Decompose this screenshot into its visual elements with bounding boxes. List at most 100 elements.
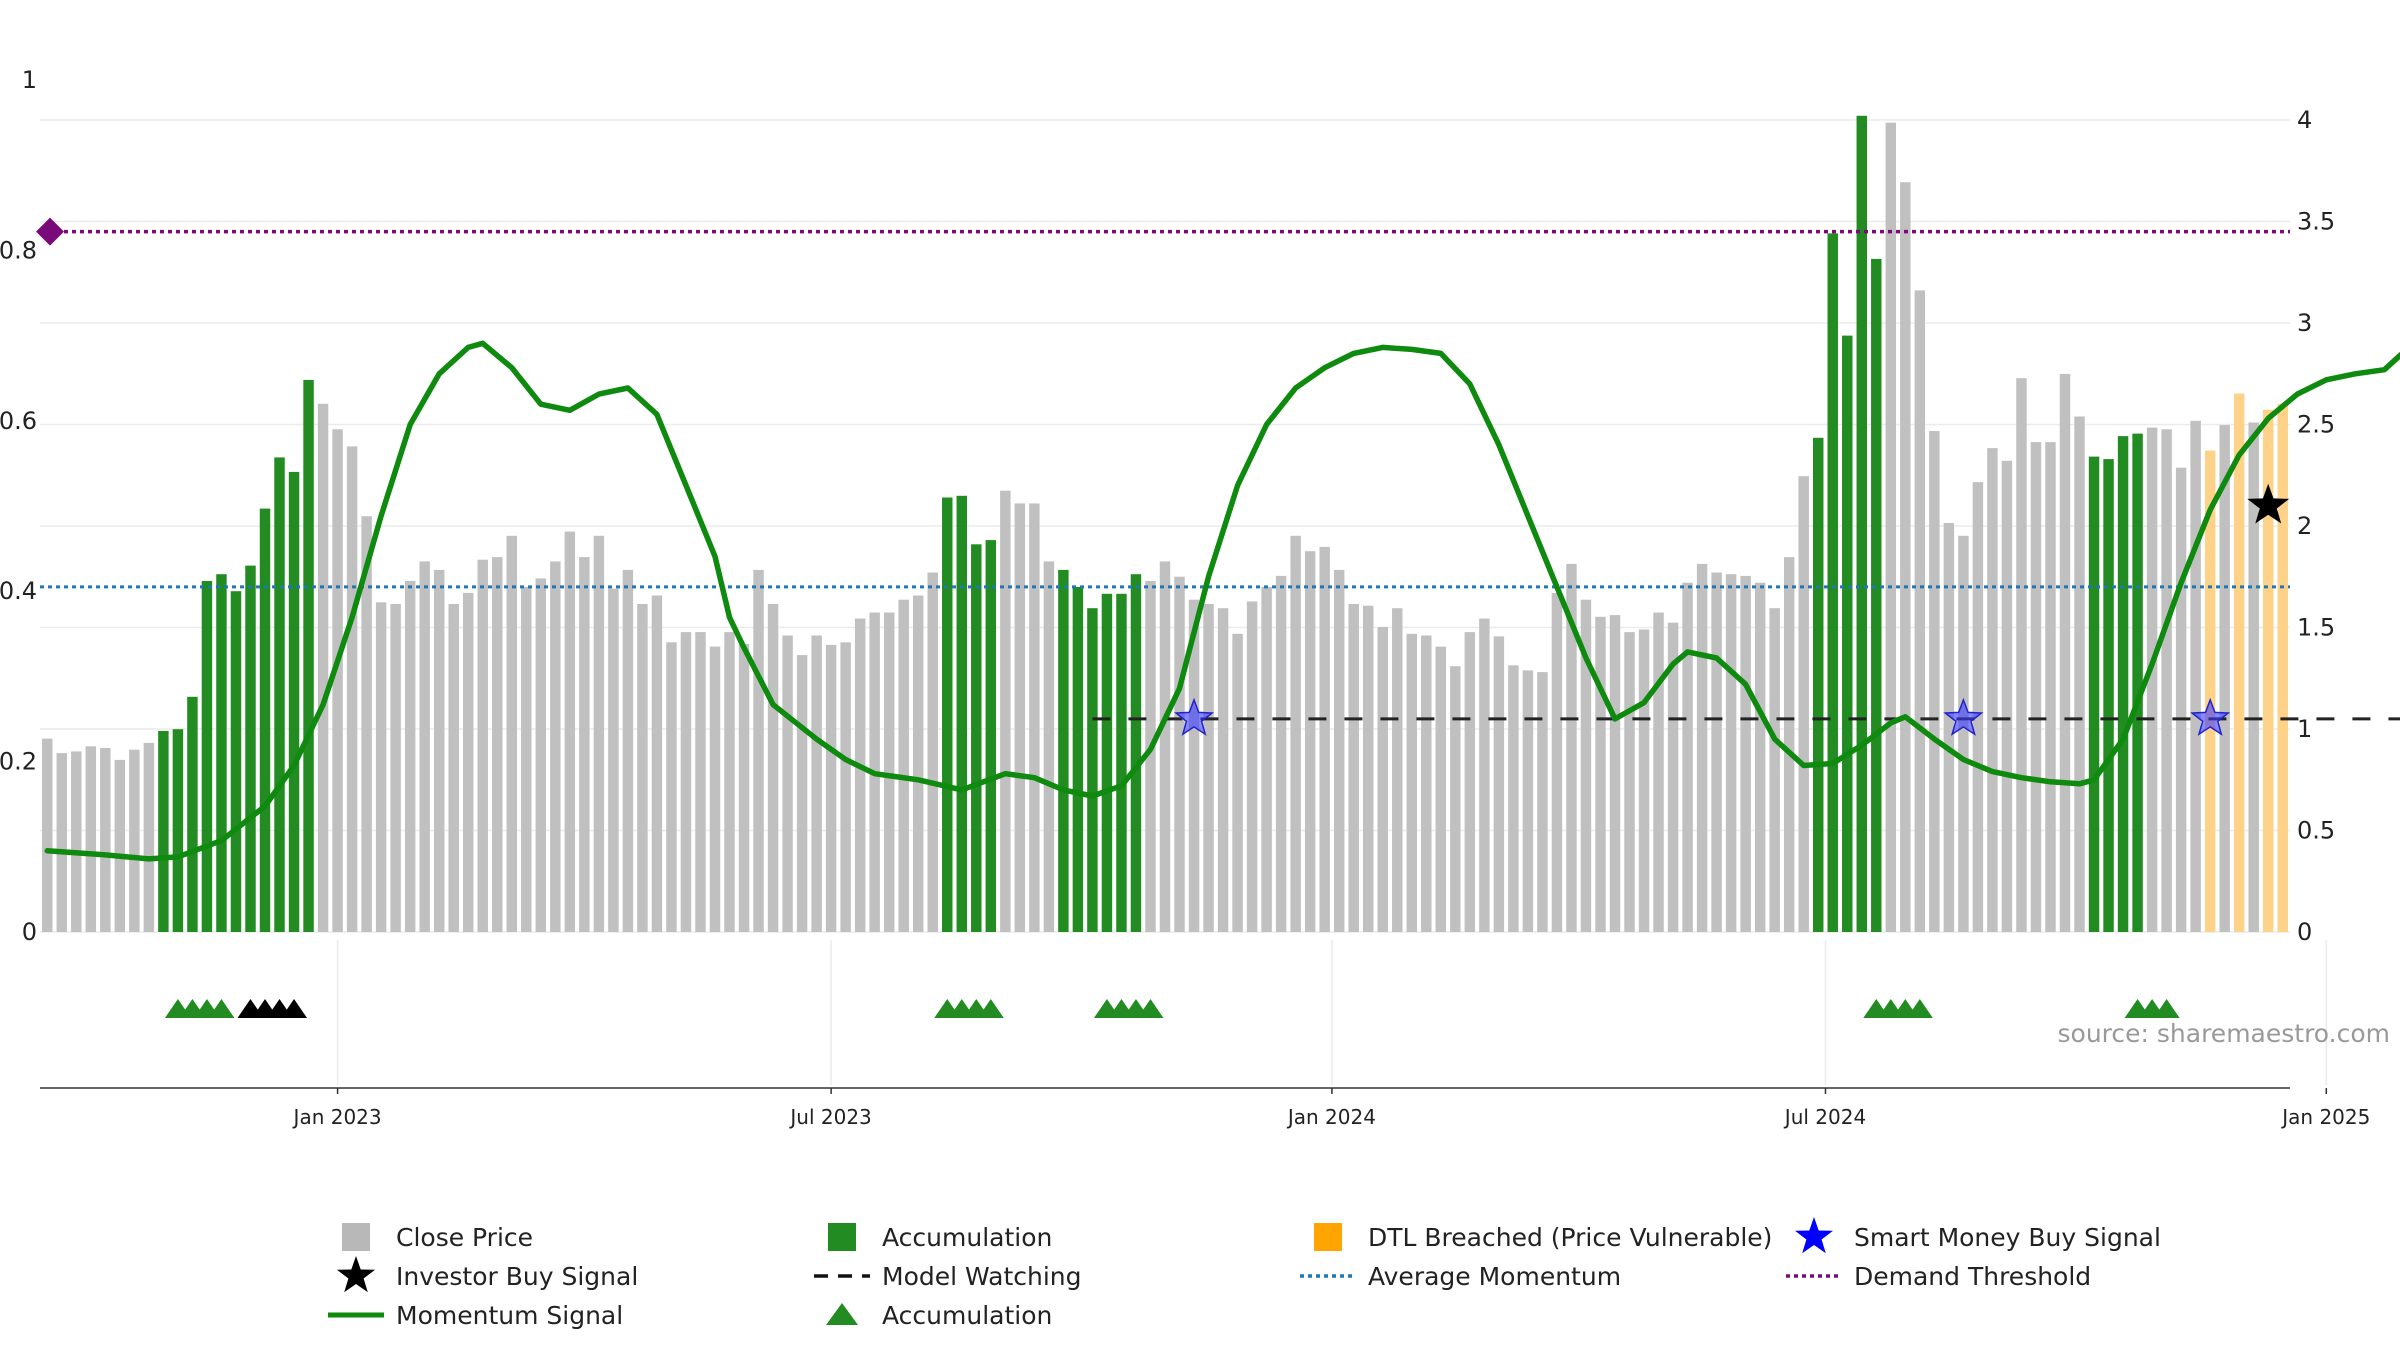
legend-label: Demand Threshold	[1854, 1262, 2091, 1291]
close-price-bar	[2146, 427, 2158, 932]
close-price-bar	[2045, 442, 2056, 932]
close-price-bar	[854, 618, 866, 932]
close-price-bar	[2161, 429, 2172, 932]
accumulation-bar	[2103, 459, 2114, 932]
legend-label: Accumulation	[882, 1223, 1052, 1252]
legend-label: Accumulation	[882, 1301, 1052, 1330]
close-price-bar	[1493, 636, 1505, 932]
left-tick-label: 1	[22, 66, 37, 94]
close-price-bar	[1392, 608, 1403, 932]
accumulation-triangle	[977, 999, 1004, 1018]
close-price-bar	[56, 753, 67, 932]
smart-money-star	[1943, 697, 1984, 736]
close-price-bar	[143, 742, 155, 932]
close-price-bar	[1304, 551, 1316, 932]
close-price-bar	[1464, 632, 1476, 932]
close-price-bar	[1421, 635, 1432, 932]
accumulation-bar	[1130, 574, 1142, 932]
close-price-bar	[1232, 633, 1243, 932]
close-price-bar	[796, 655, 808, 932]
close-price-bar	[1696, 563, 1708, 932]
close-price-bar	[1943, 523, 1955, 932]
close-price-bar	[2016, 378, 2027, 932]
x-tick-label: Jan 2023	[292, 1105, 382, 1129]
close-price-bar	[1754, 582, 1766, 932]
accumulation-bar	[274, 457, 285, 932]
close-price-bar	[811, 635, 822, 932]
close-price-bar	[100, 748, 111, 932]
close-price-bar	[666, 642, 677, 932]
close-price-bar	[433, 569, 445, 932]
close-price-bar	[1333, 569, 1345, 932]
close-price-bar	[521, 586, 532, 932]
close-price-bar	[1522, 670, 1534, 932]
close-price-bar	[42, 738, 53, 932]
close-price-bar	[1537, 672, 1548, 932]
accumulation-bar	[1856, 115, 1867, 933]
close-price-bar	[1043, 561, 1055, 932]
left-tick-label: 0	[22, 918, 37, 946]
close-price-bar	[2190, 420, 2201, 932]
source-label: source: sharemaestro.com	[2058, 1019, 2391, 1048]
smart-money-star	[2190, 697, 2231, 736]
legend-label: DTL Breached (Price Vulnerable)	[1368, 1223, 1772, 1252]
blue-star-icon	[1795, 1217, 1833, 1254]
legend-label: Model Watching	[882, 1262, 1082, 1291]
close-price-bar	[1377, 627, 1388, 932]
close-price-bar	[1290, 535, 1301, 932]
close-price-bar	[71, 751, 82, 932]
smart-money-star	[1173, 697, 1215, 736]
accumulation-bar	[201, 581, 213, 932]
accumulation-triangle	[208, 999, 235, 1018]
orange-square-icon	[1314, 1223, 1342, 1251]
close-price-bar	[622, 569, 634, 932]
close-price-bar	[1624, 632, 1635, 932]
close-price-bar	[1929, 431, 1940, 932]
close-price-bar	[346, 446, 358, 932]
accumulation-bar	[158, 730, 169, 932]
close-price-bar	[477, 559, 488, 932]
close-price-bar	[1479, 618, 1490, 932]
accumulation-bar	[971, 544, 982, 932]
close-price-bar	[1348, 604, 1359, 932]
legend-label: Smart Money Buy Signal	[1854, 1223, 2161, 1252]
legend-label: Close Price	[396, 1223, 533, 1252]
accumulation-bar	[259, 508, 271, 932]
grey-square-icon	[342, 1223, 370, 1251]
left-tick-label: 0.4	[0, 577, 37, 605]
close-price-bar	[1609, 615, 1621, 932]
accumulation-bar	[1116, 593, 1127, 932]
close-price-bar	[1188, 599, 1200, 932]
investor-buy-star	[2247, 483, 2290, 524]
close-price-bar	[1711, 572, 1722, 932]
accumulation-bar	[956, 495, 967, 932]
close-price-bar	[492, 557, 503, 932]
close-price-bar	[1638, 629, 1650, 932]
close-price-bar	[506, 535, 517, 932]
accumulation-bar	[1058, 569, 1069, 932]
close-price-bar	[1725, 574, 1737, 932]
close-price-bar	[825, 644, 837, 932]
close-price-bar	[782, 635, 793, 932]
close-price-bar	[883, 612, 895, 932]
close-price-bar	[1319, 546, 1330, 932]
close-price-bar	[317, 403, 329, 932]
accumulation-bar	[1101, 593, 1113, 932]
close-price-bar	[404, 581, 416, 932]
close-price-bar	[550, 561, 561, 932]
accumulation-bar	[245, 565, 256, 932]
left-tick-label: 0.8	[0, 236, 37, 264]
close-price-bar	[738, 644, 750, 932]
close-price-bar	[1885, 122, 1897, 933]
close-price-bar	[114, 759, 126, 932]
close-price-bar	[1363, 605, 1374, 932]
close-price-bar	[332, 429, 343, 932]
close-price-bar	[1508, 665, 1519, 932]
accumulation-bar	[1842, 335, 1853, 933]
close-price-bar	[1653, 612, 1664, 932]
close-price-bar	[1159, 561, 1171, 932]
close-price-bar	[1203, 604, 1214, 932]
close-price-bar	[1595, 616, 1606, 932]
close-price-bar	[695, 632, 706, 932]
accumulation-bar	[1087, 608, 1098, 932]
